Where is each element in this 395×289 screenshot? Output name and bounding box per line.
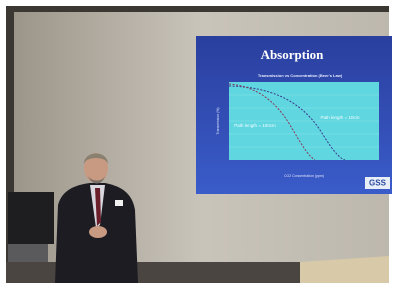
photo: Absorption Transmission vs Concentration… xyxy=(0,0,395,289)
monitor-stand xyxy=(8,244,48,262)
logo: GSS xyxy=(369,179,387,188)
annotation: Path length = 10cm xyxy=(321,115,360,120)
page: Absorption Transmission vs Concentration… xyxy=(0,0,395,289)
y-axis-label: Transmission (%) xyxy=(216,107,220,134)
monitor xyxy=(8,192,54,244)
slide-title: Absorption xyxy=(261,47,325,62)
chart-title: Transmission vs Concentration (Beer's La… xyxy=(258,73,343,78)
x-axis-label: CO2 Concentration (ppm) xyxy=(284,174,324,178)
annotation: Path length = 100cm xyxy=(234,123,276,128)
